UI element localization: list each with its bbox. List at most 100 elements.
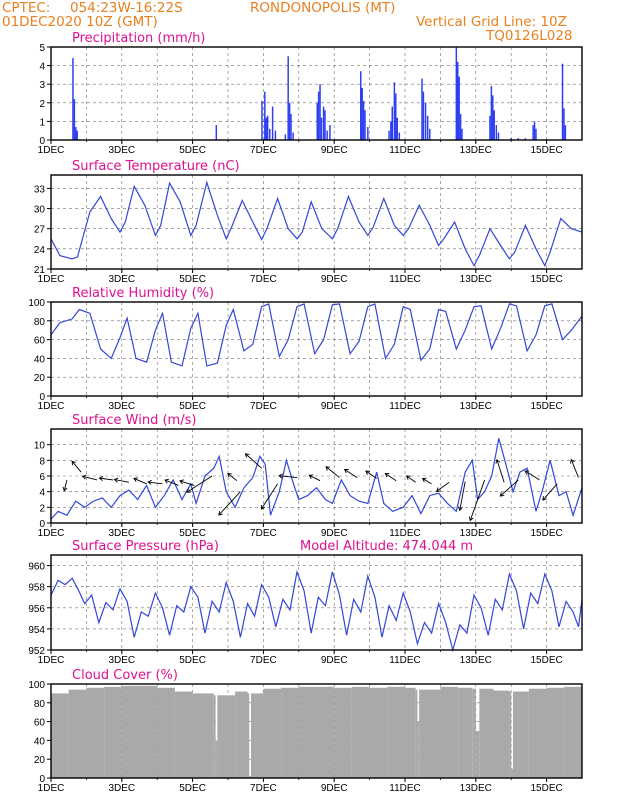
humidity-ytick-label: 80 [34, 317, 46, 328]
precip-bar [395, 93, 397, 140]
cloud-cover-bar [511, 768, 513, 778]
precip-bar [490, 86, 493, 140]
precip-bar [457, 61, 459, 140]
precip-bar [495, 125, 498, 140]
precip-panel: Precipitation (mm/h) 0 1 2 3 4 5 1DEC 3DEC 5DEC 7D… [38, 31, 583, 156]
cloud-cover-bar [235, 691, 248, 778]
cloud-ytick-label: 80 [34, 699, 46, 710]
pressure-xtick-label: 7DEC [250, 655, 277, 666]
cloud-cover-bar [104, 686, 122, 778]
wind-vector [385, 473, 397, 482]
humidity-xtick-label: 3DEC [108, 401, 135, 412]
cloud-cover-bar [298, 686, 317, 778]
pressure-xtick-label: 15DEC [530, 655, 562, 666]
wind-xtick-label: 11DEC [389, 528, 421, 539]
cloud-cover-bar [263, 688, 282, 778]
wind-vector [496, 459, 505, 483]
cloud-cover-bar [68, 689, 87, 778]
wind-vector [82, 475, 98, 481]
cloud-title: Cloud Cover (%) [72, 668, 178, 683]
wind-vector-head [179, 479, 184, 485]
precip-xtick-label: 13DEC [460, 145, 492, 156]
precip-bar [533, 121, 536, 140]
wind-vector-head [260, 505, 266, 510]
temperature-ytick-label: 33 [34, 184, 46, 195]
precip-bar [510, 138, 512, 140]
cloud-ytick-label: 0 [39, 774, 45, 785]
precip-bar [290, 113, 292, 140]
cloud-cover-bar [281, 687, 299, 778]
wind-xtick-label: 3DEC [108, 528, 135, 539]
cloud-cover-bar [86, 687, 105, 778]
wind-xtick-label: 5DEC [179, 528, 206, 539]
precip-bar [76, 130, 78, 140]
wind-series-line [50, 438, 583, 520]
cloud-xtick-label: 9DEC [321, 783, 348, 794]
panels-group: Precipitation (mm/h) 0 1 2 3 4 5 1DEC 3DEC 5DEC 7D… [28, 31, 583, 794]
cloud-cover-bar [512, 691, 529, 778]
temperature-ytick-label: 30 [34, 205, 46, 216]
cloud-cover-bar [213, 695, 216, 778]
wind-vector [406, 475, 416, 483]
precip-bar [535, 128, 537, 140]
wind-vector [133, 478, 147, 485]
pressure-altitude-note: Model Altitude: 474.044 m [300, 539, 473, 554]
precip-ytick-label: 0 [39, 136, 45, 147]
precip-bar [324, 110, 326, 140]
cloud-cover-bar [528, 688, 547, 778]
header-cptec: CPTEC: [2, 0, 50, 16]
wind-vector-head [164, 478, 169, 484]
precip-bar [390, 121, 392, 140]
wind-vector [524, 470, 540, 481]
pressure-ytick-label: 956 [28, 604, 45, 615]
precip-bar [265, 117, 267, 140]
wind-vector-head [405, 475, 411, 480]
cloud-xtick-label: 7DEC [250, 783, 277, 794]
wind-vector-head [62, 486, 68, 492]
cloud-xtick-label: 15DEC [530, 783, 562, 794]
cloud-xtick-label: 13DEC [460, 783, 492, 794]
wind-xtick-label: 7DEC [250, 528, 277, 539]
cloud-cover-bar [493, 690, 510, 778]
wind-vector-head [499, 492, 505, 497]
precip-bar [429, 128, 431, 140]
cloud-cover-bar [351, 686, 370, 778]
precip-bar [398, 132, 401, 140]
temperature-xtick-label: 11DEC [389, 274, 421, 285]
precip-bar [489, 115, 491, 140]
precip-bar [459, 113, 462, 140]
temperature-xtick-label: 5DEC [179, 274, 206, 285]
wind-vector-head [113, 477, 119, 483]
cloud-cover-bar [139, 685, 158, 778]
header-code: TQ0126L028 [485, 28, 573, 44]
wind-xtick-label: 1DEC [38, 528, 65, 539]
temperature-ytick-label: 21 [34, 265, 46, 276]
wind-vector [148, 481, 163, 485]
cloud-xtick-label: 11DEC [389, 783, 421, 794]
precip-bar [524, 138, 527, 140]
precip-bar [329, 125, 331, 140]
cloud-frame [50, 683, 583, 779]
pressure-ytick-label: 960 [28, 562, 45, 573]
precip-bar [322, 106, 325, 140]
pressure-ytick-label: 954 [28, 625, 45, 636]
cloud-ytick-label: 100 [28, 680, 45, 691]
precip-bar [271, 106, 274, 140]
cloud-cover-bar [479, 688, 494, 778]
cloud-cover-bar [387, 686, 405, 778]
pressure-xtick-label: 3DEC [108, 655, 135, 666]
wind-vector [186, 475, 213, 493]
wind-vector [542, 483, 558, 501]
cloud-cover-bar [472, 688, 476, 778]
precip-bar [367, 126, 369, 140]
wind-vector-head [365, 470, 370, 475]
temperature-xtick-label: 3DEC [108, 274, 135, 285]
cloud-cover-bar [121, 685, 140, 778]
precip-bar [292, 132, 294, 140]
precip-frame [50, 46, 583, 141]
cloud-cover-bar [369, 687, 388, 778]
precip-bar [362, 100, 365, 140]
cloud-cover-bar [251, 693, 264, 778]
wind-vector [260, 483, 278, 510]
